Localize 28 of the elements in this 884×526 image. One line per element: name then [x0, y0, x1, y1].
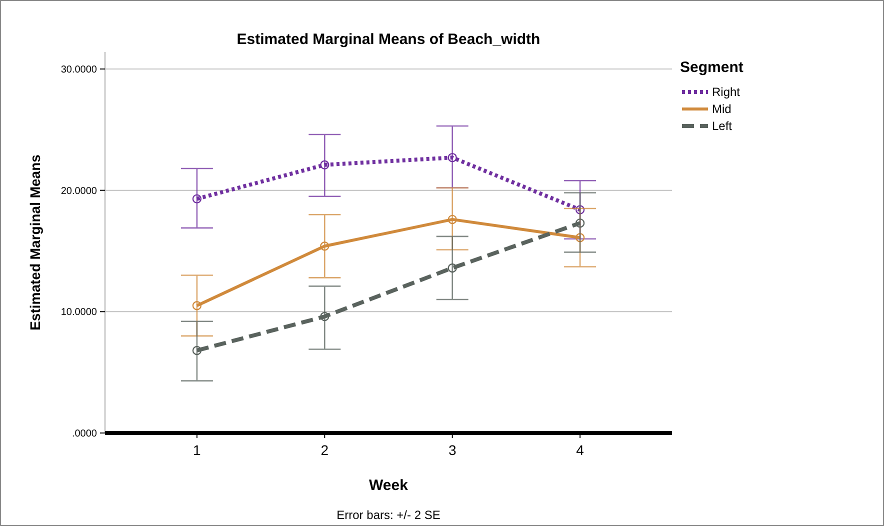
point	[448, 263, 457, 273]
y-tick-label: 10.0000	[60, 307, 98, 318]
y-tick-label: 20.0000	[60, 186, 98, 197]
point	[192, 346, 202, 356]
legend-label: Left	[712, 119, 733, 134]
point	[575, 218, 585, 228]
point	[575, 205, 585, 214]
point	[448, 152, 457, 162]
y-tick-label: 30.0000	[60, 64, 98, 76]
x-tick-label: 1	[193, 442, 202, 458]
legend-title: Segment	[680, 59, 744, 76]
chart-title: Estimated Marginal Means of Beach_width	[236, 31, 540, 48]
point	[192, 300, 202, 310]
x-axis-title: Week	[369, 477, 409, 494]
point	[320, 242, 330, 251]
point	[575, 233, 585, 242]
x-tick-label: 3	[448, 442, 456, 458]
legend-label: Mid	[712, 102, 732, 116]
x-tick-label: 4	[576, 442, 584, 458]
x-tick-label: 2	[320, 442, 329, 458]
legend-label: Right	[712, 85, 741, 100]
point	[320, 160, 330, 170]
point	[192, 194, 202, 204]
point	[320, 312, 330, 322]
text: Error bars: +/- 2 SE	[336, 508, 440, 522]
y-tick-label: .0000	[72, 428, 98, 440]
point	[448, 214, 457, 224]
y-axis-title: Estimated Marginal Means	[27, 154, 43, 330]
